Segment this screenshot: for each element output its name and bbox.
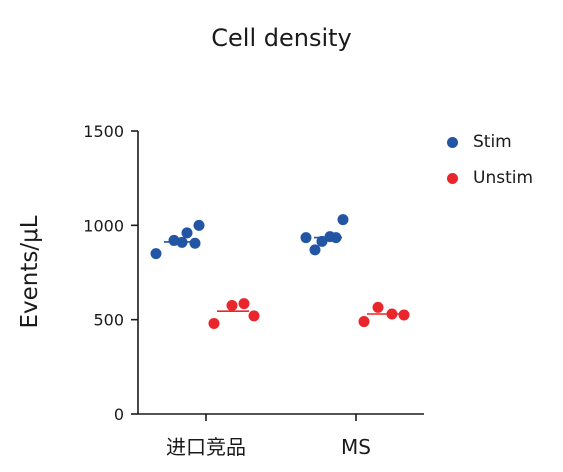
data-point: [189, 237, 201, 249]
data-point: [358, 316, 370, 328]
legend-swatch-unstim: [447, 172, 458, 184]
legend-label-stim: Stim: [473, 132, 512, 152]
y-tick-label: 500: [93, 311, 124, 330]
legend-item-stim: Stim: [447, 124, 533, 160]
data-point: [181, 227, 193, 239]
legend: Stim Unstim: [447, 124, 533, 196]
data-point: [309, 244, 321, 256]
legend-item-unstim: Unstim: [447, 160, 533, 196]
data-point: [208, 317, 220, 329]
data-point: [386, 308, 398, 320]
x-tick-label: 进口竞品: [166, 435, 246, 459]
data-point: [193, 219, 205, 231]
data-point: [300, 232, 312, 244]
data-point: [248, 310, 260, 322]
y-tick-label: 1500: [83, 122, 124, 141]
y-tick-label: 1000: [83, 216, 124, 235]
data-point: [372, 301, 384, 313]
data-point: [337, 214, 349, 226]
legend-swatch-stim: [447, 136, 458, 148]
legend-label-unstim: Unstim: [473, 168, 534, 188]
data-point: [316, 235, 328, 247]
data-point: [176, 236, 188, 248]
chart-title: Cell density: [211, 24, 352, 52]
data-point: [238, 298, 250, 310]
data-point: [226, 300, 238, 312]
data-point: [398, 309, 410, 321]
data-point: [150, 248, 162, 260]
x-tick-label: MS: [341, 435, 371, 459]
data-point: [330, 232, 342, 244]
y-tick-label: 0: [114, 405, 124, 424]
